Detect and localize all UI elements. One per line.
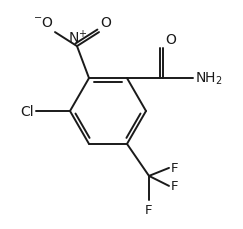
Text: F: F bbox=[171, 180, 179, 193]
Text: F: F bbox=[171, 162, 179, 175]
Text: O: O bbox=[165, 33, 176, 47]
Text: $^{-}$O: $^{-}$O bbox=[33, 16, 54, 30]
Text: O: O bbox=[100, 16, 111, 30]
Text: F: F bbox=[145, 203, 153, 216]
Text: N$^{+}$: N$^{+}$ bbox=[68, 29, 88, 46]
Text: NH$_2$: NH$_2$ bbox=[195, 71, 223, 87]
Text: Cl: Cl bbox=[20, 105, 34, 118]
